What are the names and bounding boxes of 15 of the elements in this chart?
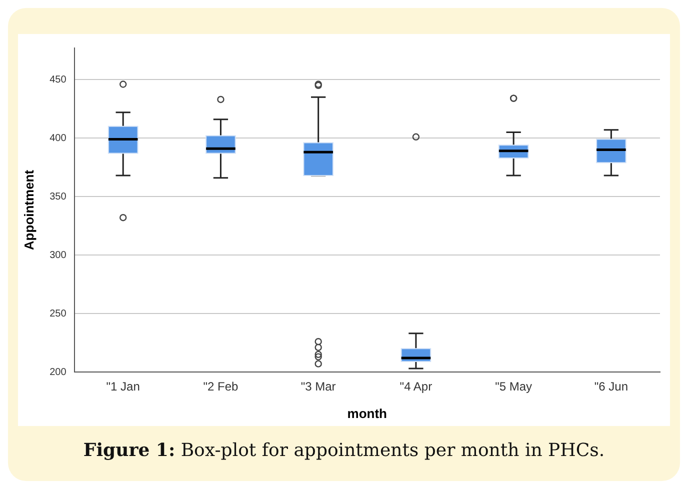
x-tick-label: "5 May [495,380,532,394]
y-tick-label: 400 [50,132,67,144]
y-tick-label: 250 [50,308,67,320]
caption: Figure 1: Box-plot for appointments per month in PHCs. [82,440,606,461]
y-tick-label: 450 [50,74,67,86]
x-axis-title: month [347,406,388,421]
y-tick-label: 300 [50,250,67,261]
y-tick-label: 350 [50,191,67,202]
y-tick-label: 200 [50,366,67,378]
x-tick-label: "4 Apr [400,380,432,394]
x-tick-label: "3 Mar [300,380,336,394]
y-axis-title: Appointment [21,169,36,250]
x-tick-label: "2 Feb [203,380,239,394]
x-tick-label: "6 Jun [594,380,628,394]
x-tick-label: "1 Jan [106,380,140,394]
